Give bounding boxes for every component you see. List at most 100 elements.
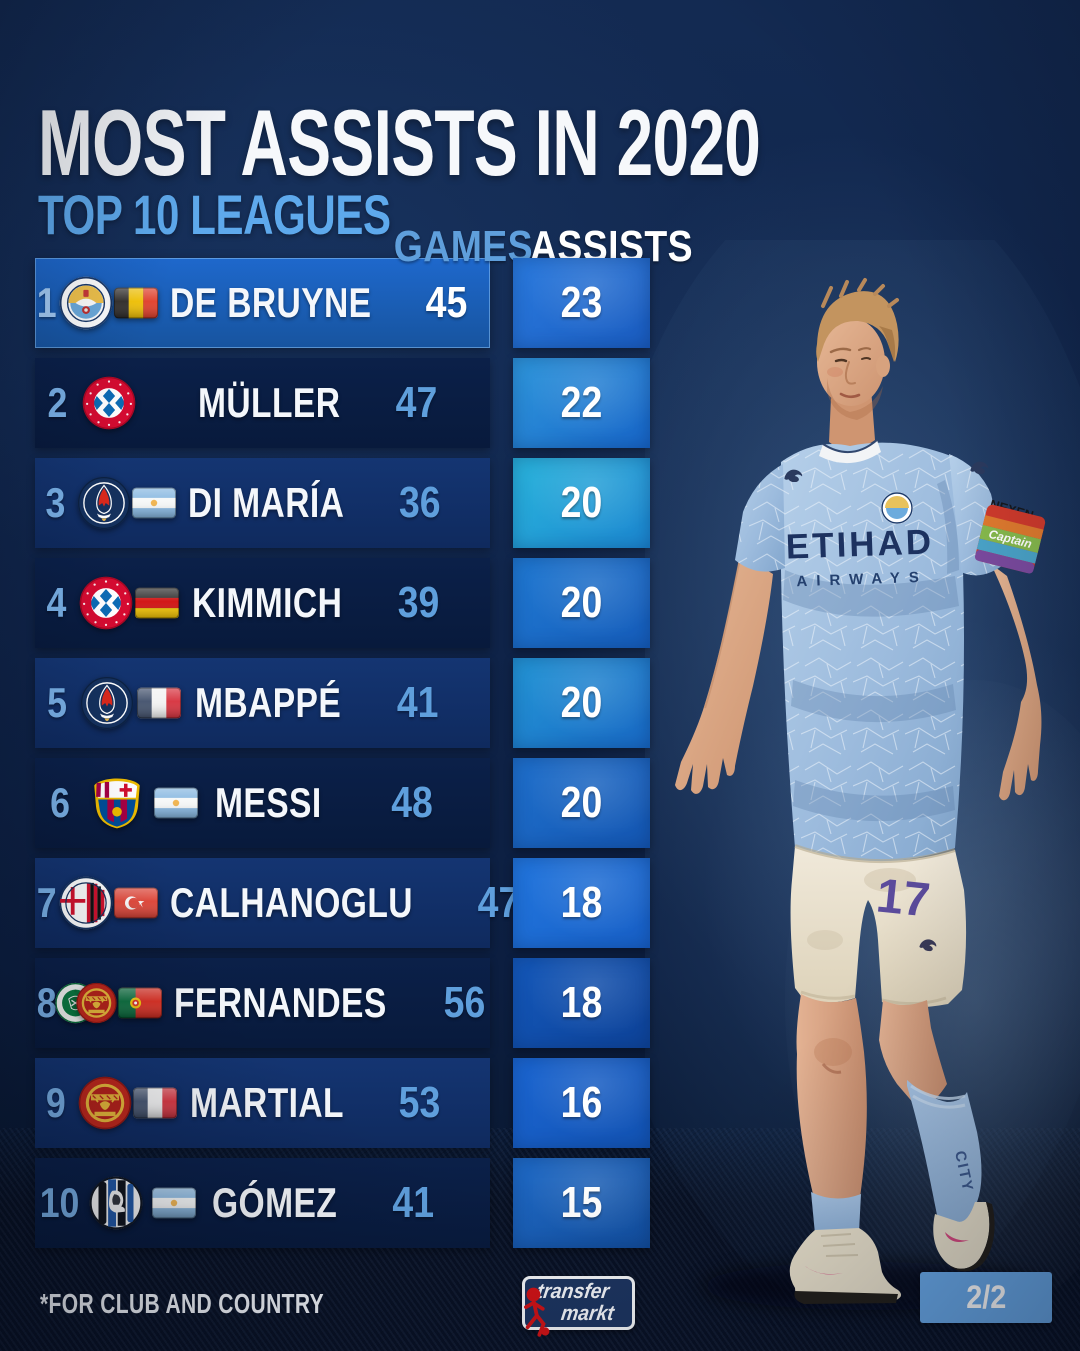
player-name: MBAPPÉ [195, 679, 342, 726]
games-value: 41 [396, 678, 439, 727]
rank-number: 4 [46, 579, 67, 626]
player-name: DI MARÍA [188, 479, 345, 526]
assists-value: 20 [560, 678, 603, 727]
games-value: 47 [477, 878, 520, 927]
games-value: 36 [399, 478, 442, 527]
club-badge [79, 675, 135, 731]
france-flag-icon [133, 1087, 177, 1119]
argentina-flag-icon [154, 787, 198, 819]
assists-value: 18 [560, 878, 603, 927]
assists-value: 15 [560, 1178, 603, 1227]
country-flag [135, 687, 183, 719]
table-row-main: 2 MÜLLER 47 [35, 358, 490, 448]
rank-number: 10 [39, 1179, 80, 1226]
assists-cell: 15 [513, 1158, 650, 1248]
table-row: 9 MARTIAL 53 16 [35, 1058, 650, 1148]
page-indicator: 2/2 [965, 1279, 1007, 1315]
games-value: 47 [395, 378, 438, 427]
country-flag [118, 987, 162, 1019]
assists-cell: 22 [513, 358, 650, 448]
table-row-main: 4 KIMMICH 39 [35, 558, 490, 648]
assists-cell: 20 [513, 458, 650, 548]
games-value: 53 [398, 1078, 441, 1127]
page-indicator-badge: 2/2 [920, 1272, 1052, 1323]
table-row-main: 8 FERNANDES 56 [35, 958, 490, 1048]
portugal-flag-icon [118, 987, 162, 1019]
shirt-sponsor-subtext: AIRWAYS [796, 569, 928, 591]
rank-number: 6 [50, 779, 70, 826]
table-row: 2 MÜLLER 47 22 [35, 358, 650, 448]
rank-number: 9 [45, 1079, 66, 1126]
transfermarkt-logo: transfer markt [522, 1276, 635, 1337]
shirt-sponsor-text: ETIHAD [785, 522, 935, 566]
turkey-flag-icon [114, 887, 158, 919]
page-title: MOST ASSISTS IN 2020 [38, 89, 761, 195]
captain-armband: Captain [974, 504, 1046, 574]
player-name: FERNANDES [174, 979, 388, 1026]
assists-cell: 18 [513, 858, 650, 948]
psg-badge-icon [76, 475, 132, 531]
france-flag-icon [137, 687, 181, 719]
assists-value: 16 [560, 1078, 603, 1127]
assists-value: 23 [560, 278, 603, 327]
club-badge [58, 875, 114, 931]
table-row-main: 3 DI MARÍA 36 [35, 458, 490, 548]
player-name: CALHANOGLU [170, 879, 414, 926]
country-flag [147, 1187, 200, 1219]
table-row: 1 DE BRUYNE 45 23 [35, 258, 650, 348]
assists-value: 20 [560, 578, 603, 627]
table-row-main: 9 MARTIAL 53 [35, 1058, 490, 1148]
germany-flag-icon [135, 587, 179, 619]
player-name: GÓMEZ [212, 1179, 338, 1226]
table-row-main: 10 GÓMEZ 41 [35, 1158, 490, 1248]
argentina-flag-icon [132, 487, 176, 519]
shorts-number: 17 [874, 869, 933, 927]
assists-cell: 20 [513, 558, 650, 648]
barcelona-badge-icon [89, 775, 145, 831]
assists-value: 20 [560, 478, 603, 527]
country-flag [114, 887, 158, 919]
games-value: 39 [397, 578, 440, 627]
player-name: KIMMICH [192, 579, 343, 626]
club-badge [78, 575, 134, 631]
table-row: 10 GÓMEZ 41 15 [35, 1158, 650, 1248]
assists-cell: 23 [513, 258, 650, 348]
rank-number: 8 [36, 979, 57, 1026]
assists-ranking-table: GAMES ASSISTS 1 DE BRUYNE 45 23 2 MÜLLER… [35, 222, 693, 1258]
table-row: 7 CALHANOGLU 47 18 [35, 858, 650, 948]
club-badge [84, 1175, 147, 1231]
player-photo-illustration: ETIHAD AIRWAYS NEXEN Captain 17 [645, 240, 1080, 1320]
man-united-badge-icon [75, 978, 118, 1028]
footnote: *FOR CLUB AND COUNTRY [40, 1288, 324, 1319]
assists-cell: 18 [513, 958, 650, 1048]
rank-number: 3 [45, 479, 66, 526]
assists-cell: 20 [513, 758, 650, 848]
rank-number: 7 [36, 879, 57, 926]
country-flag [149, 787, 203, 819]
country-flag [132, 487, 176, 519]
assists-value: 18 [560, 978, 603, 1027]
logo-player-figure-icon [524, 1287, 550, 1337]
club-badge [54, 978, 118, 1028]
games-value: 41 [391, 1178, 434, 1227]
country-flag [133, 1087, 178, 1119]
belgium-flag-icon [114, 287, 158, 319]
table-row-main: 5 MBAPPÉ 41 [35, 658, 490, 748]
table-rows: 1 DE BRUYNE 45 23 2 MÜLLER 47 22 3 DI MA… [35, 258, 650, 1248]
club-badge [58, 275, 114, 331]
club-badge [77, 1075, 133, 1131]
bayern-badge-icon [81, 375, 137, 431]
rank-number: 5 [47, 679, 67, 726]
games-value: 56 [443, 978, 486, 1027]
table-row-main: 6 MESSI 48 [35, 758, 490, 848]
table-row: 5 MBAPPÉ 41 20 [35, 658, 650, 748]
rank-number: 1 [36, 279, 57, 326]
assists-column-header: ASSISTS [530, 222, 694, 271]
player-name: MESSI [215, 779, 322, 826]
table-row-main: 7 CALHANOGLU 47 [35, 858, 519, 948]
table-row-main: 1 DE BRUYNE 45 [35, 258, 490, 348]
assists-cell: 20 [513, 658, 650, 748]
games-column-header: GAMES [393, 222, 534, 271]
club-badge [80, 375, 138, 431]
psg-badge-icon [79, 675, 135, 731]
